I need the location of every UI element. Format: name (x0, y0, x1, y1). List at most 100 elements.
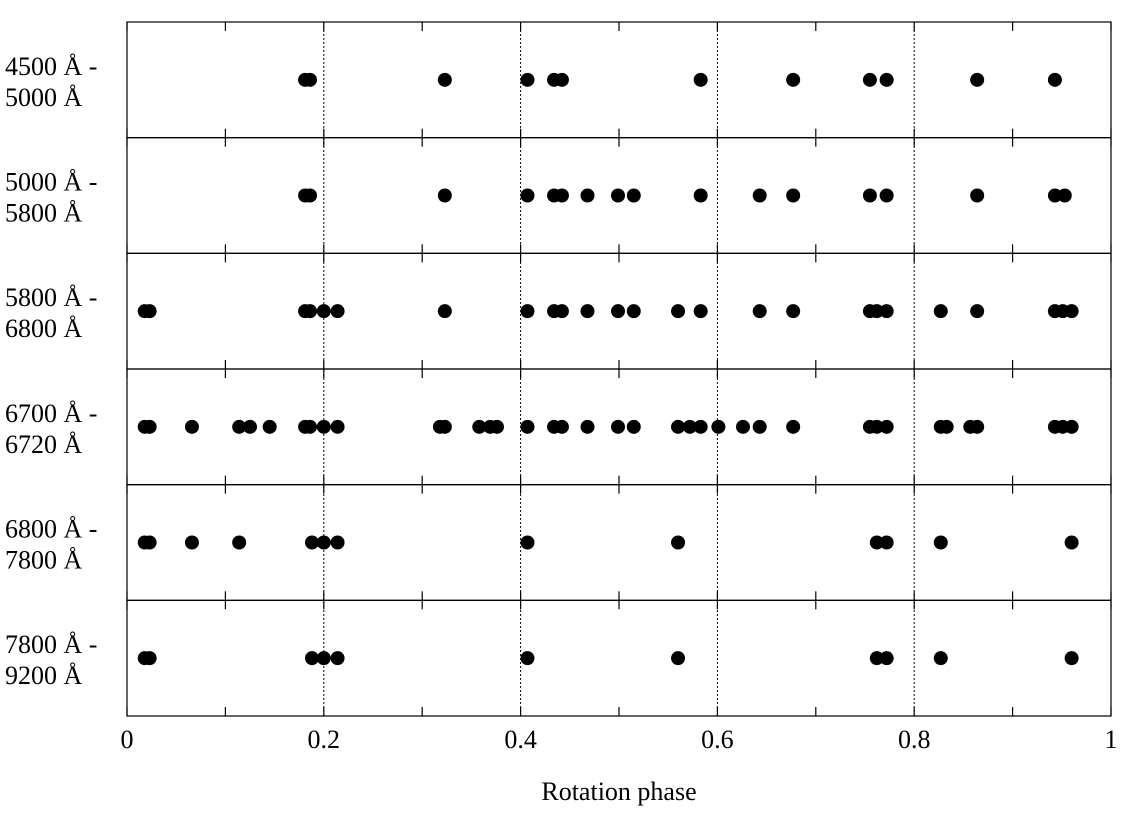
point (869, 304, 884, 319)
point (1064, 535, 1079, 550)
point (611, 304, 626, 319)
point (1064, 304, 1079, 319)
point (554, 419, 569, 434)
point (879, 188, 894, 203)
point (304, 651, 319, 666)
point (970, 419, 985, 434)
row-label: 7800 Å - (5, 630, 97, 659)
point (303, 304, 318, 319)
point (232, 419, 247, 434)
point (184, 535, 199, 550)
row-label: 4500 Å - (5, 52, 97, 81)
point (611, 188, 626, 203)
point (611, 419, 626, 434)
point (184, 419, 199, 434)
point (626, 188, 641, 203)
point (879, 419, 894, 434)
point (693, 419, 708, 434)
x-tick-label: 0.8 (898, 725, 931, 754)
row-label: 6720 Å (5, 430, 83, 459)
point (316, 535, 331, 550)
point (879, 651, 894, 666)
point (1047, 72, 1062, 87)
point (869, 651, 884, 666)
x-tick-label: 0.6 (701, 725, 734, 754)
point (939, 419, 954, 434)
point (752, 304, 767, 319)
point (879, 72, 894, 87)
point (1064, 651, 1079, 666)
x-tick-label: 0.2 (308, 725, 341, 754)
row-label: 5000 Å (5, 83, 83, 112)
point (626, 419, 641, 434)
point (437, 304, 452, 319)
point (970, 72, 985, 87)
point (786, 188, 801, 203)
point (232, 535, 247, 550)
point (330, 419, 345, 434)
point (520, 419, 535, 434)
point (752, 419, 767, 434)
point (142, 419, 157, 434)
panel-frame (126, 599, 1112, 717)
point (520, 188, 535, 203)
point (1064, 419, 1079, 434)
point (330, 535, 345, 550)
point (693, 72, 708, 87)
point (316, 304, 331, 319)
point (786, 419, 801, 434)
point (316, 419, 331, 434)
point (142, 535, 157, 550)
point (682, 419, 697, 434)
x-tick-label: 1 (1105, 725, 1118, 754)
row-label: 7800 Å (5, 545, 83, 574)
point (1057, 188, 1072, 203)
x-tick-label: 0 (121, 725, 134, 754)
point (554, 72, 569, 87)
point (580, 419, 595, 434)
point (142, 304, 157, 319)
panel-frame (126, 21, 1112, 139)
row-label: 6800 Å (5, 314, 83, 343)
point (316, 651, 331, 666)
row-label: 9200 Å (5, 661, 83, 690)
point (933, 535, 948, 550)
point (437, 188, 452, 203)
point (304, 535, 319, 550)
point (303, 419, 318, 434)
point (1047, 188, 1062, 203)
x-axis-label: Rotation phase (541, 777, 696, 806)
point (879, 535, 894, 550)
point (437, 419, 452, 434)
point (489, 419, 504, 434)
row-label: 6700 Å - (5, 399, 97, 428)
point (472, 419, 487, 434)
row-label: 5800 Å - (5, 283, 97, 312)
point (970, 188, 985, 203)
point (693, 188, 708, 203)
point (303, 72, 318, 87)
point (671, 535, 686, 550)
point (580, 304, 595, 319)
row-label: 5800 Å (5, 198, 83, 227)
point (437, 72, 452, 87)
x-tick-label: 0.4 (504, 725, 537, 754)
panel-frame (126, 484, 1112, 601)
point (879, 304, 894, 319)
point (303, 188, 318, 203)
point (626, 304, 641, 319)
point (580, 188, 595, 203)
point (786, 304, 801, 319)
point (752, 188, 767, 203)
point (330, 304, 345, 319)
point (869, 419, 884, 434)
point (862, 188, 877, 203)
point (520, 535, 535, 550)
point (520, 651, 535, 666)
point (243, 419, 257, 434)
point (711, 419, 726, 434)
point (142, 651, 157, 666)
row-label: 6800 Å - (5, 514, 97, 543)
